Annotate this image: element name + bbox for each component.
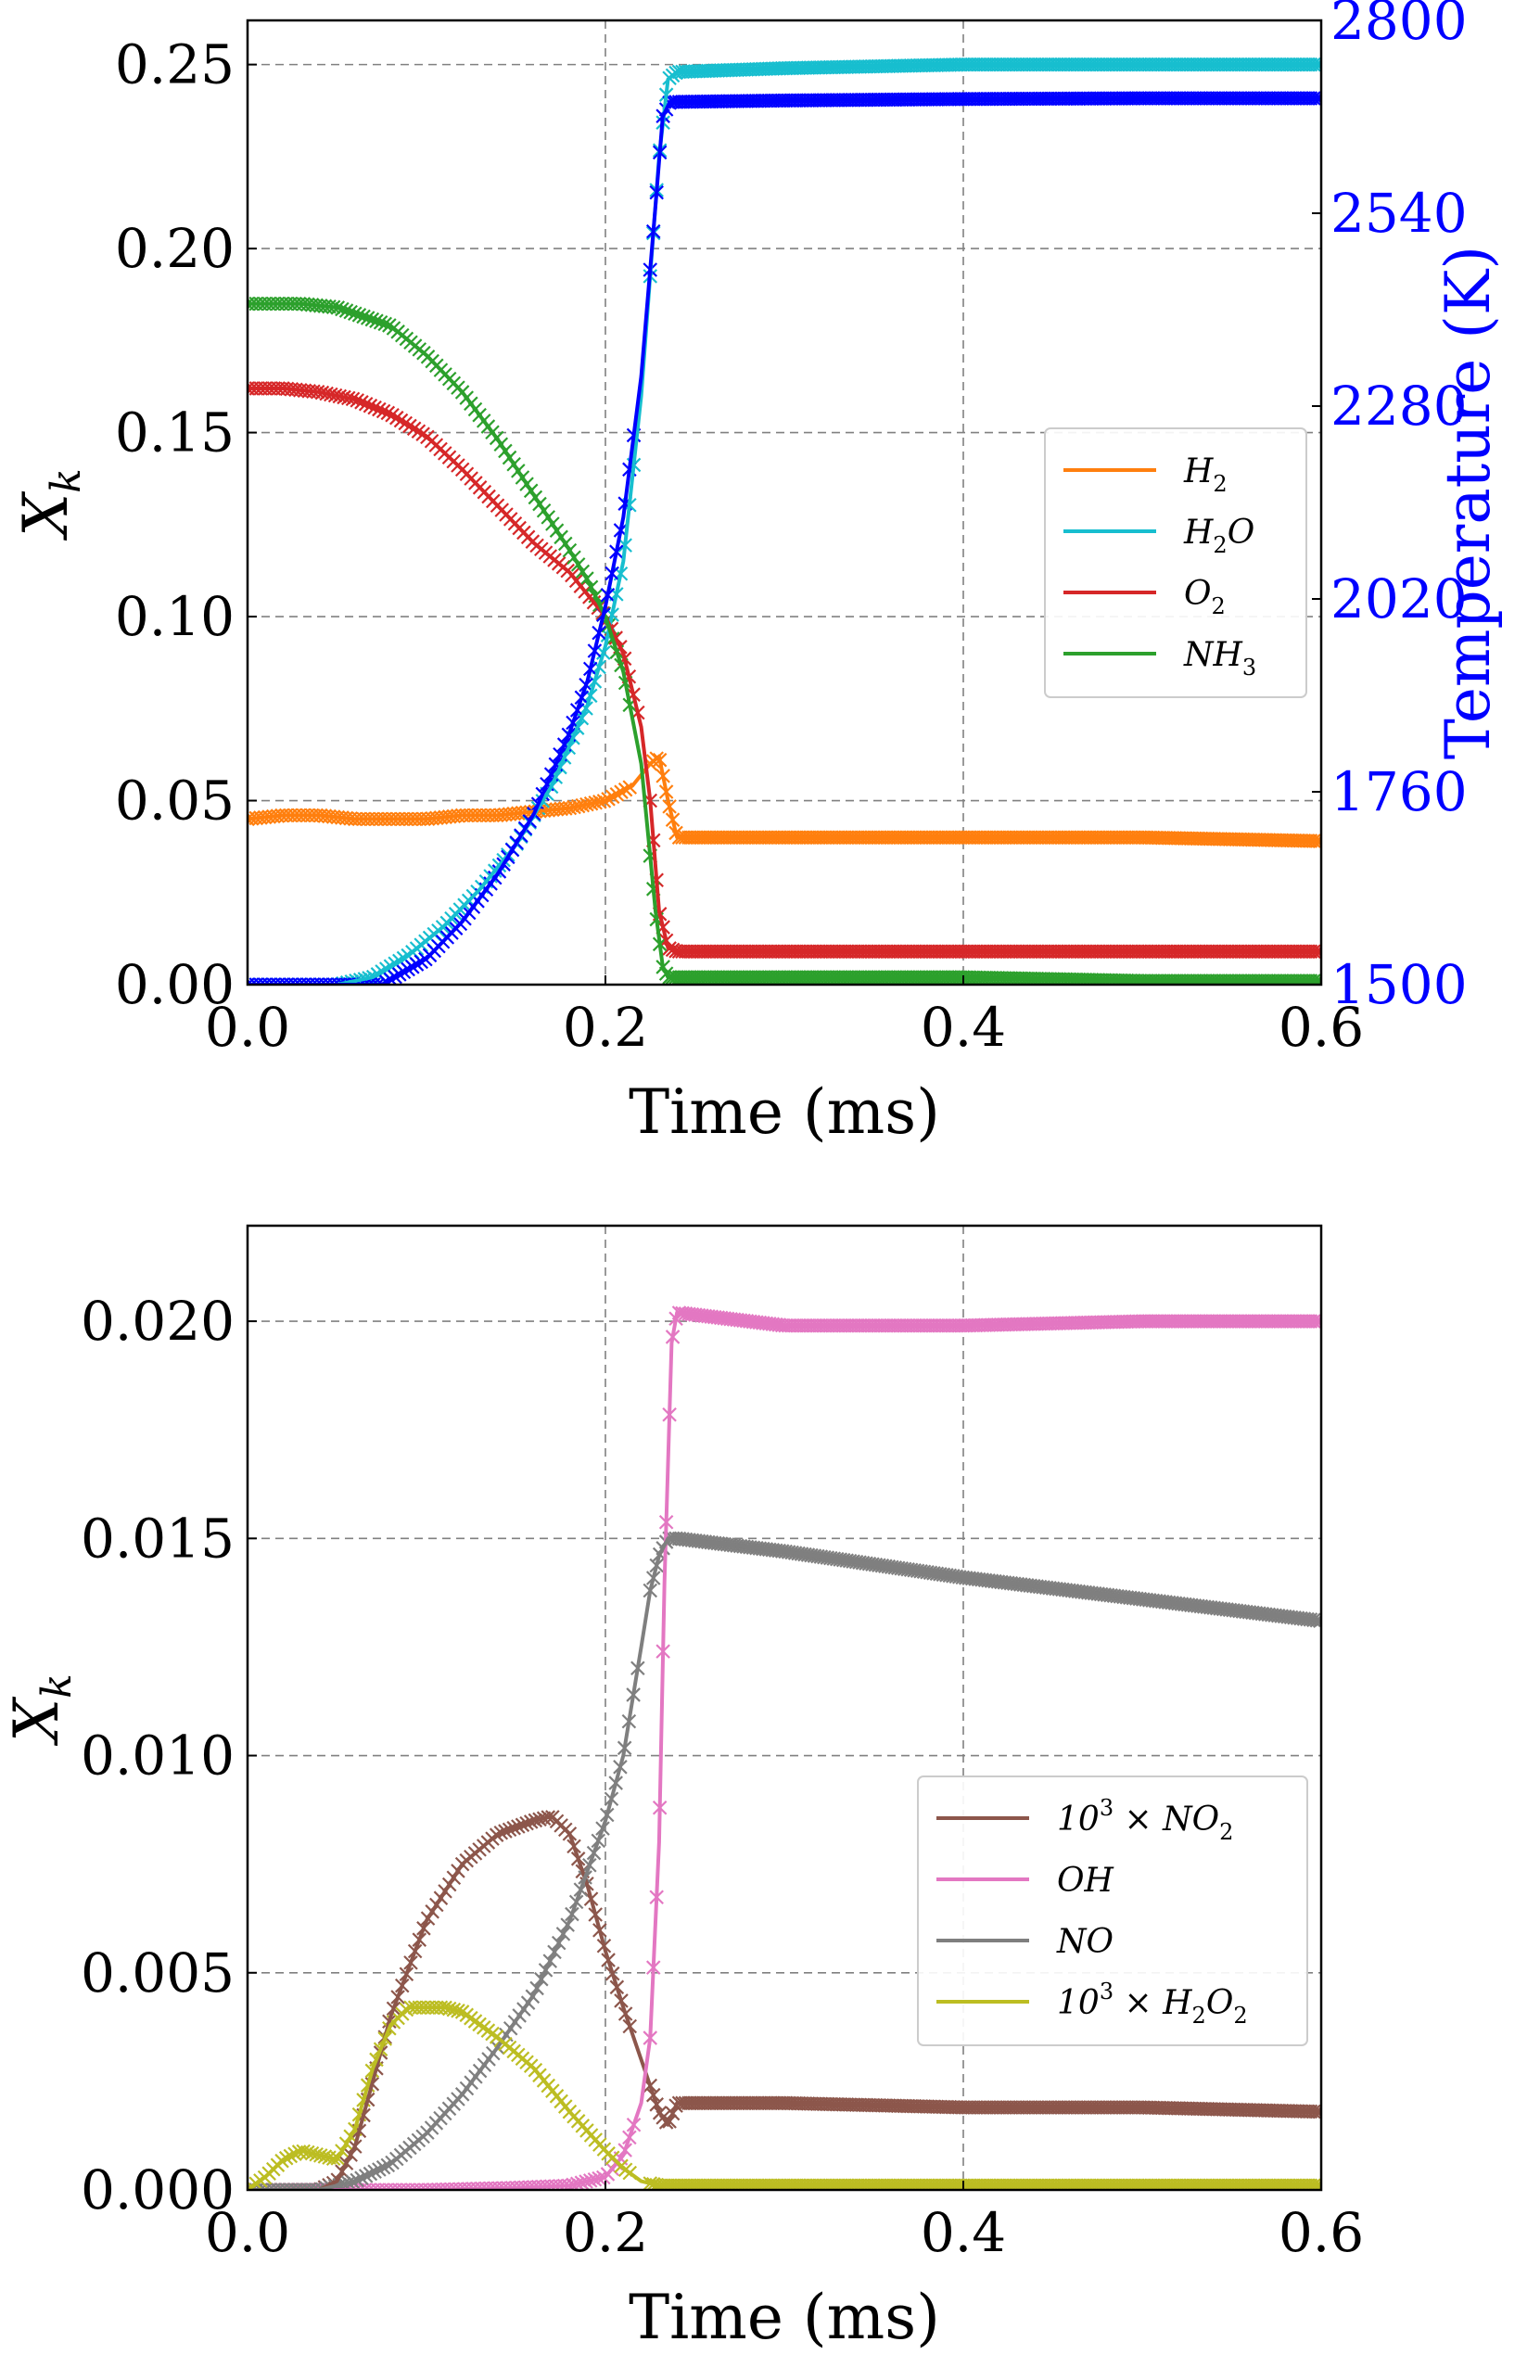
y-tick-label: 0.15: [115, 401, 235, 465]
bottom-ticks: 0.0 0.2 0.4 0.6 0.000 0.005 0.010 0.015 0.020: [81, 1290, 1364, 2264]
y2-tick-label: 2800: [1330, 0, 1468, 52]
y-tick-label: 0.20: [115, 217, 235, 280]
x-tick-label: 0.6: [1279, 996, 1364, 1059]
x-tick-label: 0.4: [921, 996, 1006, 1059]
legend-label: H2: [1183, 452, 1228, 497]
bottom-x-axis-label: Time (ms): [629, 2282, 940, 2353]
svg-text:Xk: Xk: [1, 1674, 81, 1747]
legend-label: H2O: [1183, 514, 1254, 558]
legend-label: NO: [1056, 1923, 1114, 1961]
top-panel: 0.0 0.2 0.4 0.6 0.00 0.05 0.10 0.15 0.20 0.25 1500…: [10, 0, 1504, 1148]
y-tick-label: 0.10: [115, 585, 235, 648]
top-lines: [248, 62, 1321, 985]
top-axes-frame: [246, 19, 1323, 986]
series-line-oh: [248, 1310, 1321, 2190]
series-line-10-3-x-no2: [248, 1814, 1321, 2190]
bottom-lines: [248, 1310, 1321, 2190]
svg-text:Xk: Xk: [10, 468, 90, 541]
y2-tick-label: 2020: [1330, 567, 1468, 630]
y-tick-label: 0.020: [81, 1290, 235, 1353]
series-line-no: [248, 1536, 1321, 2190]
top-y2-axis-label: Temperature (K): [1432, 246, 1504, 759]
y2-tick-label: 1500: [1330, 953, 1468, 1016]
x-tick-label: 0.2: [563, 996, 648, 1059]
bottom-y-axis-label: Xk: [1, 1674, 81, 1747]
x-tick-label: 0.0: [205, 2201, 290, 2264]
legend-label: OH: [1057, 1862, 1114, 1900]
x-tick-label: 0.6: [1279, 2201, 1364, 2264]
y-tick-label: 0.05: [115, 770, 235, 833]
legend-frame: [917, 1775, 1308, 2046]
series-line-temperature: [248, 96, 1321, 985]
y-tick-label: 0.005: [81, 1941, 235, 2005]
x-tick-label: 0.4: [921, 2201, 1006, 2264]
series-line-h2o: [248, 62, 1321, 985]
series-line-h2: [248, 754, 1321, 844]
top-y-axis-label: Xk: [10, 468, 90, 541]
y-tick-label: 0.25: [115, 33, 235, 96]
legend-label: O2: [1184, 575, 1226, 619]
legend-label: 103 × H2O2: [1057, 1979, 1248, 2029]
bottom-axes-frame: [246, 1224, 1323, 2192]
y-tick-label: 0.00: [115, 953, 235, 1016]
legend-frame: [1044, 427, 1307, 698]
y-tick-label: 0.000: [81, 2158, 235, 2221]
top-ticks: 0.0 0.2 0.4 0.6 0.00 0.05 0.10 0.15 0.20 0.25 1500…: [115, 0, 1468, 1059]
marker: [310, 2183, 325, 2190]
series-line-nh3: [248, 301, 1321, 983]
legend-label: NH3: [1183, 636, 1256, 681]
marker: [370, 977, 386, 985]
y2-tick-label: 1760: [1330, 760, 1468, 823]
legend-label: 103 × NO2: [1057, 1795, 1233, 1845]
top-x-axis-label: Time (ms): [629, 1076, 940, 1148]
x-tick-label: 0.0: [205, 996, 290, 1059]
y2-tick-label: 2280: [1330, 375, 1468, 438]
top-legend: H2 H2O O2 NH3: [1044, 427, 1307, 698]
bottom-legend: 103 × NO2 OH NO 103 × H2O2: [917, 1775, 1308, 2046]
bottom-panel: 0.0 0.2 0.4 0.6 0.000 0.005 0.010 0.015 0.020 Ti…: [1, 1224, 1364, 2353]
series-line-10-3-x-h2o2: [248, 2005, 1321, 2190]
x-tick-label: 0.2: [563, 2201, 648, 2264]
y2-tick-label: 2540: [1330, 182, 1468, 245]
y-tick-label: 0.010: [81, 1725, 235, 1788]
y-tick-label: 0.015: [81, 1507, 235, 1570]
